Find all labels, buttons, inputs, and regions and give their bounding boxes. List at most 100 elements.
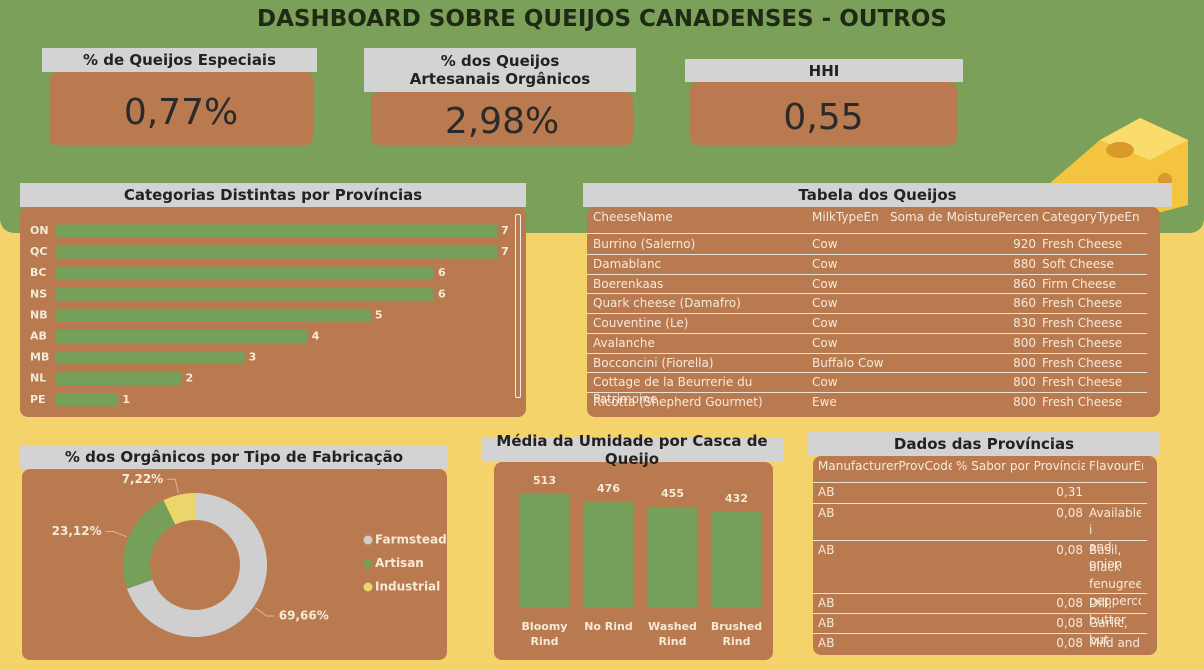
cheese-table: CheeseName MilkTypeEn Soma de MoisturePerc… bbox=[587, 207, 1147, 412]
table-cell: Cow bbox=[812, 277, 838, 291]
table-cell: Fresh Cheese bbox=[1042, 237, 1123, 251]
table-cell: 0,31 bbox=[1056, 485, 1083, 499]
dashboard-title: DASHBOARD SOBRE QUEIJOS CANADENSES - OUT… bbox=[257, 6, 947, 32]
table-cell: Dill, butter bbox=[1089, 596, 1126, 627]
province-table: ManufacturerProvCode % Sabor por Provínci… bbox=[813, 456, 1147, 650]
column-header: Soma de MoisturePercent bbox=[890, 210, 1038, 224]
kpi-label: % dos Queijos Artesanais Orgânicos bbox=[364, 48, 636, 92]
data-label: 3 bbox=[249, 351, 257, 364]
column-header: FlavourEn bbox=[1089, 459, 1143, 473]
table-cell: 0,08 bbox=[1056, 596, 1083, 610]
table-cell: Burrino (Salerno) bbox=[593, 237, 696, 251]
table-cell: AB bbox=[818, 506, 835, 520]
table-cell: Boerenkaas bbox=[593, 277, 664, 291]
row-separator bbox=[813, 613, 1147, 614]
table-cell: Firm Cheese bbox=[1042, 277, 1116, 291]
data-label: 69,66% bbox=[279, 608, 329, 622]
row-separator bbox=[813, 633, 1147, 634]
kpi-card bbox=[371, 92, 633, 145]
x-tick-label: No Rind bbox=[584, 620, 633, 633]
data-label: 2 bbox=[185, 372, 193, 385]
row-separator bbox=[587, 392, 1147, 393]
table-cell: Fresh Cheese bbox=[1042, 395, 1123, 409]
table-cell: AB bbox=[818, 636, 835, 650]
scrollbar[interactable] bbox=[515, 214, 521, 398]
cheese-hole bbox=[1106, 142, 1134, 158]
table-cell: Garlic, but bbox=[1089, 616, 1128, 647]
bar bbox=[55, 266, 434, 280]
y-tick-label: BC bbox=[30, 266, 46, 279]
bar bbox=[648, 506, 697, 608]
y-tick-label: NB bbox=[30, 308, 48, 321]
table-card bbox=[587, 207, 1160, 417]
kpi-value: 0,55 bbox=[783, 97, 864, 138]
kpi-label: HHI bbox=[685, 59, 963, 82]
data-label: 6 bbox=[438, 266, 446, 279]
bar bbox=[55, 308, 371, 322]
table-cell: Bocconcini (Fiorella) bbox=[593, 356, 714, 370]
table-cell: Avalanche bbox=[593, 336, 655, 350]
table-cell: Cow bbox=[812, 336, 838, 350]
row-separator bbox=[813, 540, 1147, 541]
x-tick-label: Bloomy Rind bbox=[521, 620, 568, 648]
data-label: 5 bbox=[375, 308, 383, 321]
y-tick-label: MB bbox=[30, 351, 49, 364]
row-separator bbox=[587, 313, 1147, 314]
table-cell: Fresh Cheese bbox=[1042, 316, 1123, 330]
table-cell: 0,08 bbox=[1056, 636, 1083, 650]
data-label: 7,22% bbox=[122, 472, 164, 486]
table-cell: 860 bbox=[1013, 277, 1036, 291]
row-separator bbox=[813, 593, 1147, 594]
pie-slice bbox=[163, 493, 195, 525]
table-cell: Cow bbox=[812, 375, 838, 389]
leader-line bbox=[167, 478, 179, 494]
data-label: 7 bbox=[501, 224, 509, 237]
chart-title: % dos Orgânicos por Tipo de Fabricação bbox=[20, 445, 448, 469]
table-cell: Fresh Cheese bbox=[1042, 336, 1123, 350]
column-header: ManufacturerProvCode bbox=[818, 459, 952, 473]
table-cell: Fresh Cheese bbox=[1042, 375, 1123, 389]
legend-marker bbox=[363, 582, 373, 592]
bar bbox=[584, 502, 633, 608]
kpi-card bbox=[49, 72, 313, 145]
table-cell: Cow bbox=[812, 237, 838, 251]
leader-line bbox=[105, 530, 127, 538]
column-header: MilkTypeEn bbox=[812, 210, 879, 224]
header-separator bbox=[813, 482, 1147, 483]
bar bbox=[55, 372, 182, 386]
table-cell: Ricotta (Shepherd Gourmet) bbox=[593, 395, 763, 409]
kpi-label: % de Queijos Especiais bbox=[42, 48, 317, 72]
row-separator bbox=[813, 503, 1147, 504]
legend-marker bbox=[363, 535, 373, 545]
table-cell: 0,08 bbox=[1056, 616, 1083, 630]
bar bbox=[55, 224, 497, 238]
table-card bbox=[813, 456, 1157, 655]
data-label: 23,12% bbox=[52, 524, 102, 538]
legend-label: Farmstead bbox=[375, 533, 447, 547]
data-label: 1 bbox=[122, 393, 130, 406]
table-cell: 0,08 bbox=[1056, 543, 1083, 557]
bar bbox=[712, 512, 761, 608]
row-separator bbox=[587, 333, 1147, 334]
table-cell: Cow bbox=[812, 316, 838, 330]
y-tick-label: ON bbox=[30, 224, 49, 237]
table-cell: 800 bbox=[1013, 395, 1036, 409]
row-separator bbox=[587, 353, 1147, 354]
data-label: 7 bbox=[501, 245, 509, 258]
table-cell: AB bbox=[818, 485, 835, 499]
table-cell: Cottage de la Beurrerie du Patrimoine bbox=[593, 375, 753, 406]
row-separator bbox=[587, 274, 1147, 275]
row-separator bbox=[587, 254, 1147, 255]
bar bbox=[55, 245, 497, 259]
data-label: 6 bbox=[438, 287, 446, 300]
kpi-value: 0,77% bbox=[123, 92, 239, 133]
chart-card bbox=[22, 469, 447, 660]
table-cell: 800 bbox=[1013, 336, 1036, 350]
column-header: CheeseName bbox=[593, 210, 673, 224]
x-tick-label: Brushed Rind bbox=[710, 620, 763, 648]
table-cell: AB bbox=[818, 596, 835, 610]
table-cell: Buffalo Cow bbox=[812, 356, 884, 370]
table-cell: AB bbox=[818, 543, 835, 557]
